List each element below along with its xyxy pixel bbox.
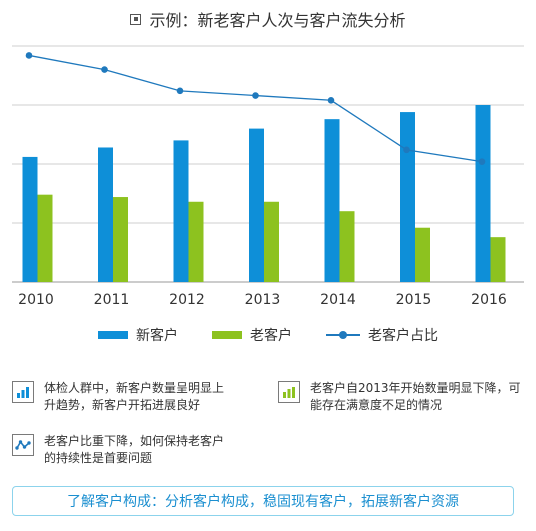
bar-new-customer [475,105,491,282]
point-old-ratio [25,52,33,59]
bar-new-customer [22,156,38,282]
legend-item-old-ratio: 老客户占比 [326,325,438,345]
note-text-new-customer-trend: 体检人群中，新客户数量呈明显上 升趋势，新客户开拓进展良好 [44,381,225,412]
chart-title-row: 示例：新老客户人次与客户流失分析 [0,8,536,30]
x-tick-label: 2016 [471,292,507,308]
legend-label-old-ratio: 老客户占比 [368,328,438,344]
x-tick-label: 2013 [245,292,281,308]
bar-chart-green-icon [278,381,300,403]
bar-old-customer [415,227,430,282]
note-old-ratio-drop: 老客户比重下降，如何保持老客户 的持续性是首要问题 [12,433,224,467]
bar-new-customer [98,147,113,282]
note-new-customer-trend: 体检人群中，新客户数量呈明显上 升趋势，新客户开拓进展良好 [12,380,224,414]
legend-label-new-customer: 新客户 [136,328,178,344]
x-tick-label: 2011 [94,292,130,308]
bar-old-customer [188,201,204,282]
bar-old-customer [37,194,53,282]
chart-legend: 新客户 老客户 老客户占比 [0,324,536,346]
chart-area: 2010 2011 2012 2013 2014 2015 2016 [12,45,524,308]
note-text-old-customer-decline: 老客户自2013年开始数量明显下降，可 能存在满意度不足的情况 [310,381,521,412]
bar-old-customer [490,237,506,282]
bar-old-customer [264,201,279,282]
point-old-ratio [176,87,184,95]
point-old-ratio [252,92,259,99]
legend-item-old-customer: 老客户 [212,325,292,345]
x-tick-label: 2014 [320,292,356,308]
note-text-old-ratio-drop: 老客户比重下降，如何保持老客户 的持续性是首要问题 [44,434,225,465]
bar-new-customer [400,112,415,282]
chart-title: 示例：新老客户人次与客户流失分析 [149,11,406,30]
legend-swatch-new-customer [98,331,128,339]
square-bullet-icon [130,13,142,25]
summary-banner-text: 了解客户构成：分析客户构成，稳固现有客户，拓展新客户资源 [67,494,459,510]
bar-chart-rising-icon [12,381,34,403]
legend-label-old-customer: 老客户 [250,328,292,344]
bar-old-customer [339,211,355,282]
legend-item-new-customer: 新客户 [98,325,178,345]
x-tick-label: 2015 [396,292,432,308]
x-tick-label: 2012 [169,292,205,308]
point-old-ratio [327,96,335,104]
summary-banner: 了解客户构成：分析客户构成，稳固现有客户，拓展新客户资源 [12,486,514,516]
bar-new-customer [324,119,340,282]
bar-old-customer [113,197,128,282]
note-old-customer-decline: 老客户自2013年开始数量明显下降，可 能存在满意度不足的情况 [278,380,521,414]
legend-swatch-old-ratio [326,330,360,340]
bar-new-customer [249,128,264,282]
bar-new-customer [173,140,189,282]
point-old-ratio [101,66,108,73]
point-old-ratio [478,158,486,165]
point-old-ratio [403,146,410,154]
legend-swatch-old-customer [212,331,242,339]
line-trend-icon [12,434,34,456]
x-tick-label: 2010 [18,292,54,308]
